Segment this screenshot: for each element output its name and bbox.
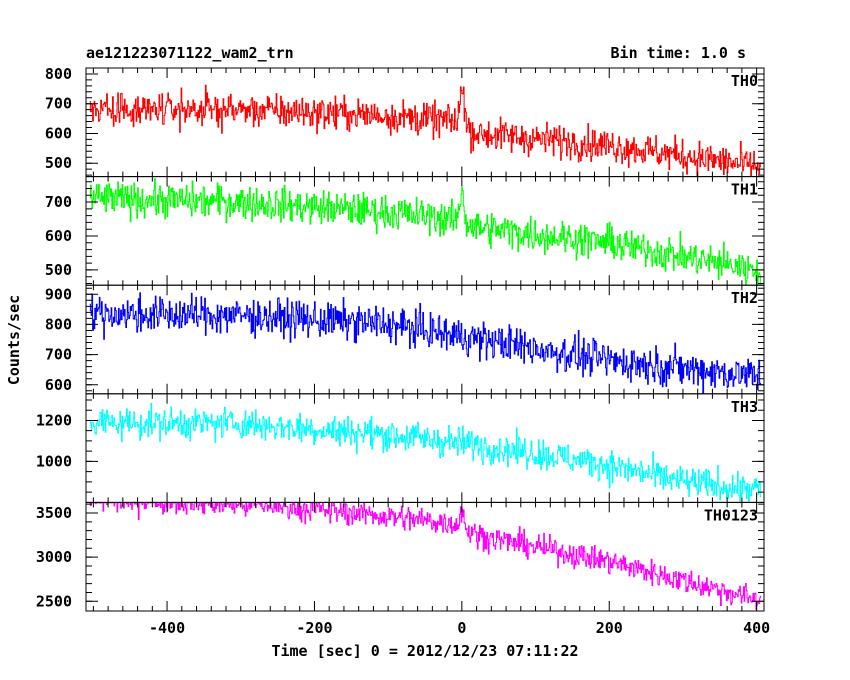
y-tick-label-th0123-3500: 3500 [36,504,72,522]
y-axis-label: Counts/sec [5,295,23,385]
panel-frame-th0 [85,67,765,178]
y-tick-label-th0123-3000: 3000 [36,548,72,566]
series-th1 [89,178,762,286]
x-tick-label-200: 200 [596,619,623,637]
y-tick-label-th2-700: 700 [45,346,72,364]
series-layer [89,84,762,610]
y-tick-label-th2-900: 900 [45,285,72,303]
x-tick-label-0: 0 [457,619,466,637]
x-tick-label-400: 400 [743,619,770,637]
y-tick-label-th0-800: 800 [45,65,72,83]
series-th2 [89,292,762,394]
y-tick-label-th0-600: 600 [45,124,72,142]
y-tick-label-th1-600: 600 [45,227,72,245]
y-tick-label-th0123-2500: 2500 [36,592,72,610]
x-tick-label--200: -200 [296,619,332,637]
bin-time-label: Bin time: 1.0 s [610,44,746,62]
panel-frame-th1 [85,176,765,286]
panel-label-th1: TH1 [731,181,758,199]
panel-frame-th3 [85,393,765,503]
series-th0123 [89,502,762,610]
x-tick-label--400: -400 [149,619,185,637]
y-tick-label-th2-800: 800 [45,315,72,333]
y-tick-label-th0-700: 700 [45,95,72,113]
y-tick-label-th0-500: 500 [45,154,72,172]
plot-title: ae121223071122_wam2_trn [86,44,294,62]
panel-label-th3: TH3 [731,398,758,416]
y-tick-label-th3-1000: 1000 [36,452,72,470]
tick-layer [86,68,764,611]
panel-label-th0123: TH0123 [704,506,758,524]
panel-label-th2: TH2 [731,289,758,307]
y-tick-label-th2-600: 600 [45,376,72,394]
series-th3 [89,402,762,503]
y-tick-label-th3-1200: 1200 [36,411,72,429]
series-th0 [89,84,762,177]
y-tick-label-th1-700: 700 [45,193,72,211]
y-tick-label-th1-500: 500 [45,261,72,279]
x-axis-label: Time [sec] 0 = 2012/12/23 07:11:22 [271,642,578,660]
panel-label-th0: TH0 [731,72,758,90]
label-layer: 800 700 600 500 TH0 700 600 500 TH1 900 800 700 600 T… [36,65,770,637]
